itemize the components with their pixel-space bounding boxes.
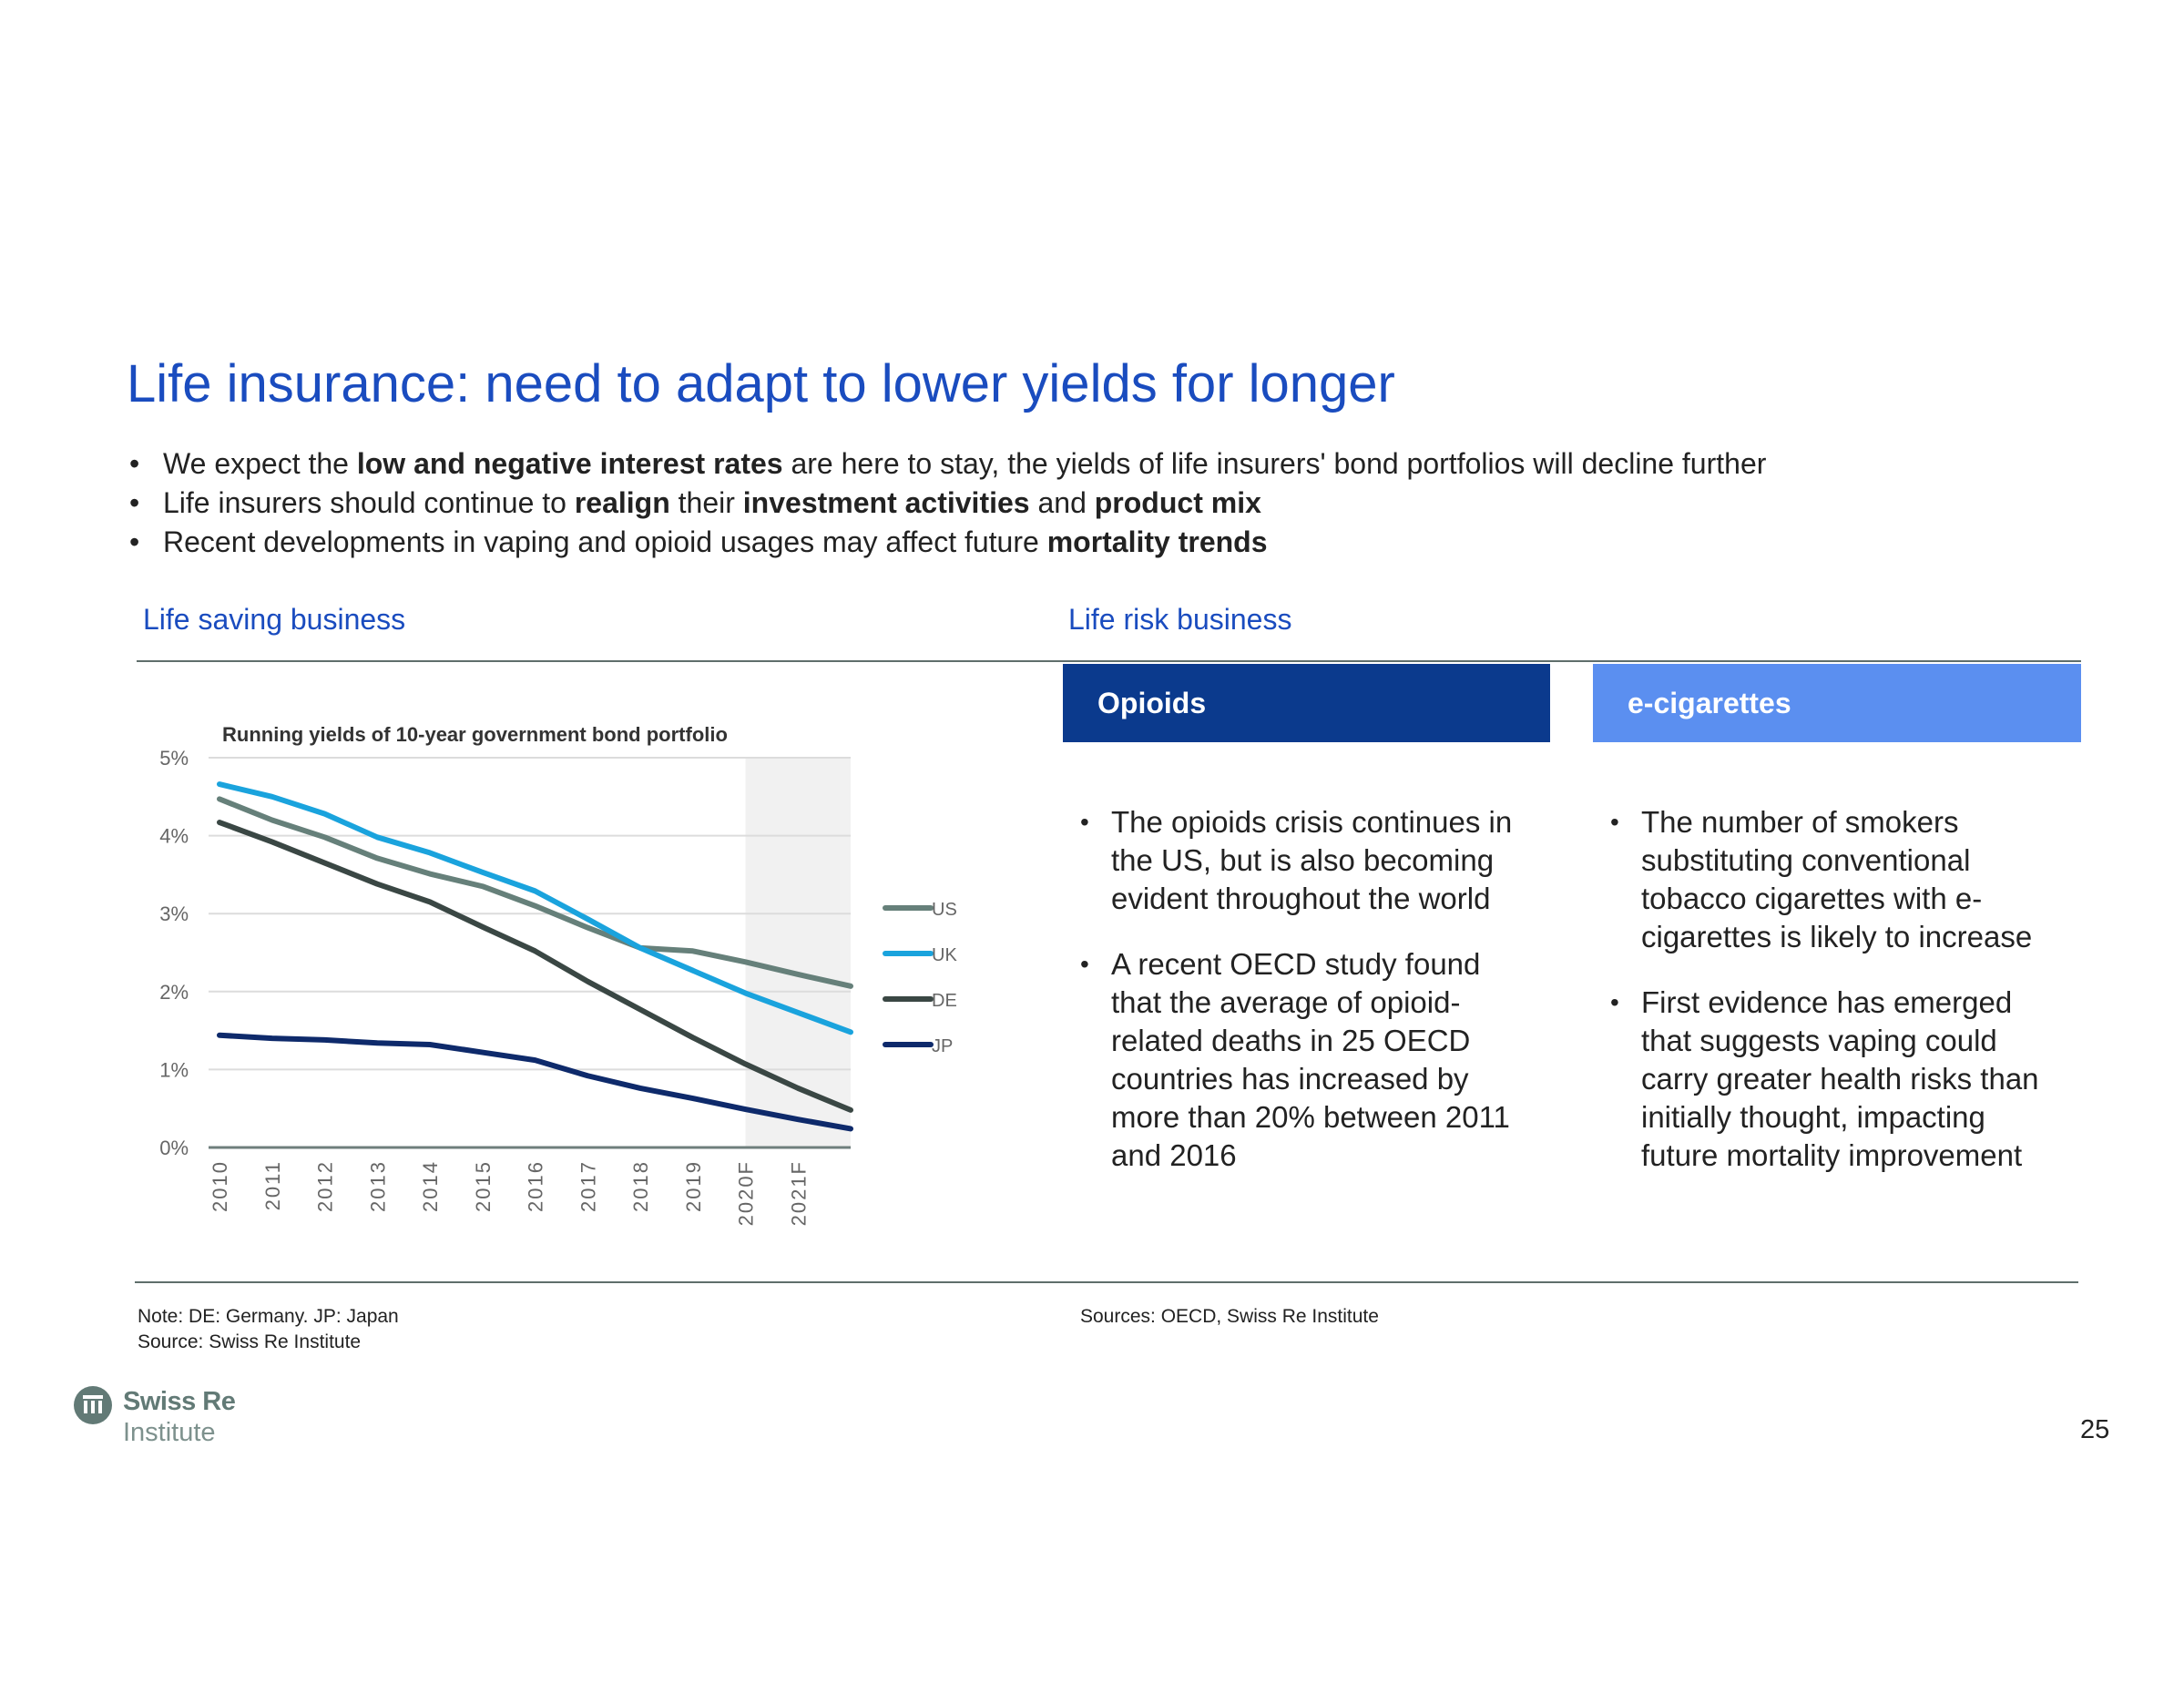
page-title: Life insurance: need to adapt to lower y… bbox=[127, 354, 1395, 413]
emphasis-text: product mix bbox=[1094, 486, 1261, 519]
life-saving-heading: Life saving business bbox=[143, 603, 406, 636]
y-tick-label: 3% bbox=[159, 902, 189, 925]
list-item: The number of smokers substituting conve… bbox=[1610, 803, 2066, 956]
e-cigarettes-list: The number of smokers substituting conve… bbox=[1610, 803, 2066, 1202]
emphasis-text: mortality trends bbox=[1046, 525, 1268, 558]
legend-label: JP bbox=[932, 1036, 953, 1056]
logo-line2: Institute bbox=[123, 1418, 216, 1447]
x-tick-label: 2013 bbox=[366, 1160, 389, 1212]
x-tick-label: 2021F bbox=[787, 1160, 810, 1226]
key-point: Life insurers should continue to realign… bbox=[129, 484, 1766, 523]
x-tick-label: 2011 bbox=[261, 1160, 284, 1210]
text: Life insurers should continue to bbox=[163, 486, 575, 519]
key-points-list: We expect the low and negative interest … bbox=[129, 444, 1766, 562]
x-tick-label: 2016 bbox=[525, 1160, 547, 1212]
text: and bbox=[1029, 486, 1095, 519]
page-number: 25 bbox=[2080, 1415, 2110, 1444]
series-line-us bbox=[217, 796, 853, 989]
y-tick-label: 4% bbox=[159, 825, 189, 848]
opioids-list: The opioids crisis continues in the US, … bbox=[1080, 803, 1536, 1202]
text: We expect the bbox=[163, 447, 357, 480]
y-tick-label: 1% bbox=[159, 1058, 189, 1081]
logo-line1: Swiss Re bbox=[123, 1387, 236, 1416]
list-item: The opioids crisis continues in the US, … bbox=[1080, 803, 1536, 918]
legend-label: DE bbox=[932, 991, 957, 1011]
x-tick-label: 2019 bbox=[682, 1160, 705, 1212]
x-tick-label: 2020F bbox=[735, 1160, 758, 1226]
series-line-jp bbox=[217, 1032, 853, 1132]
chart-note: Note: DE: Germany. JP: Japan bbox=[138, 1306, 399, 1327]
x-tick-label: 2017 bbox=[577, 1160, 599, 1212]
y-tick-label: 0% bbox=[159, 1137, 189, 1159]
legend-label: UK bbox=[932, 945, 957, 965]
text: their bbox=[669, 486, 743, 519]
y-tick-label: 5% bbox=[159, 747, 189, 770]
emphasis-text: realign bbox=[574, 486, 670, 519]
x-tick-label: 2015 bbox=[472, 1160, 495, 1212]
x-tick-label: 2014 bbox=[419, 1160, 442, 1212]
text: are here to stay, the yields of life ins… bbox=[782, 447, 1767, 480]
chart-title: Running yields of 10-year government bon… bbox=[222, 723, 728, 746]
key-point: Recent developments in vaping and opioid… bbox=[129, 523, 1766, 562]
emphasis-text: investment activities bbox=[742, 486, 1030, 519]
legend-label: US bbox=[932, 900, 957, 920]
text: Recent developments in vaping and opioid… bbox=[163, 525, 1047, 558]
opioids-header: Opioids bbox=[1063, 664, 1550, 742]
swiss-re-emblem-icon bbox=[74, 1386, 112, 1424]
emphasis-text: low and negative interest rates bbox=[356, 447, 783, 480]
x-tick-label: 2010 bbox=[209, 1160, 231, 1212]
x-tick-label: 2012 bbox=[314, 1160, 337, 1212]
forecast-shading bbox=[745, 758, 851, 1147]
life-risk-heading: Life risk business bbox=[1068, 603, 1292, 636]
chart-source: Source: Swiss Re Institute bbox=[138, 1331, 362, 1352]
section-divider bbox=[137, 660, 2081, 662]
list-item: First evidence has emerged that suggests… bbox=[1610, 984, 2066, 1175]
y-tick-label: 2% bbox=[159, 981, 189, 1004]
key-point: We expect the low and negative interest … bbox=[129, 444, 1766, 484]
footer-divider bbox=[135, 1281, 2078, 1283]
list-item: A recent OECD study found that the avera… bbox=[1080, 945, 1536, 1175]
yield-chart: 0% 1% 2% 3% 4% 5% 2010 2011 2012 2013 2014 2015 2016… bbox=[159, 723, 957, 1226]
right-sources: Sources: OECD, Swiss Re Institute bbox=[1080, 1306, 1379, 1327]
series-line-uk bbox=[217, 781, 853, 1035]
e-cigarettes-header: e-cigarettes bbox=[1593, 664, 2081, 742]
x-tick-label: 2018 bbox=[629, 1160, 652, 1212]
series-line-de bbox=[217, 820, 853, 1113]
